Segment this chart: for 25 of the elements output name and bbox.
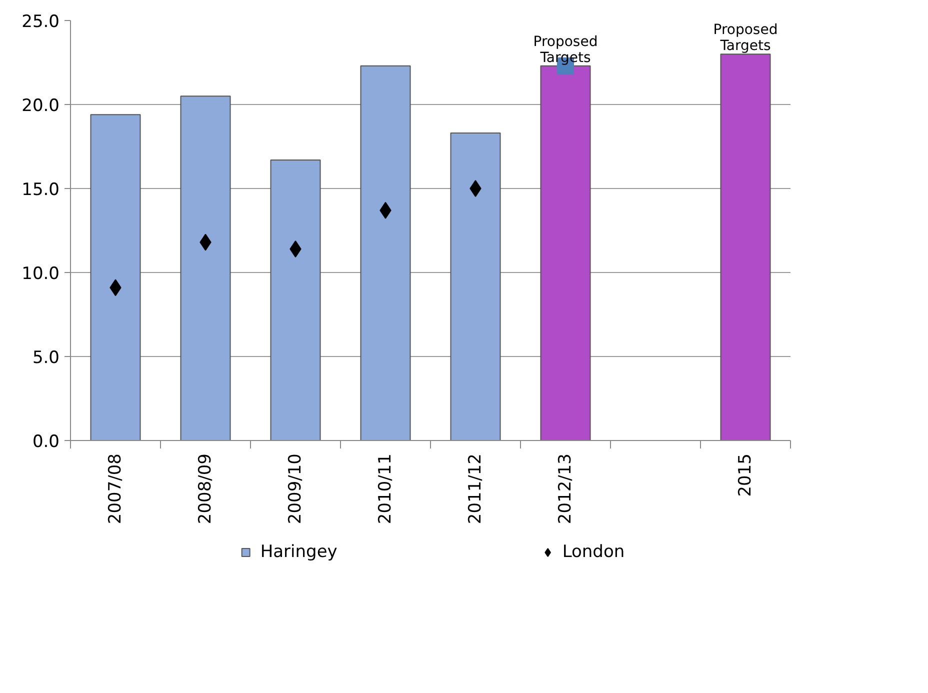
bar — [180, 96, 231, 440]
bar — [450, 132, 501, 440]
y-tick-label: 0.0 — [32, 432, 60, 452]
x-tick-label: 2009/10 — [286, 454, 306, 524]
y-tick-label: 15.0 — [22, 180, 60, 200]
legend-label: Haringey — [260, 542, 338, 562]
point — [470, 180, 482, 197]
bar — [540, 65, 591, 440]
bar — [90, 114, 141, 440]
bar — [360, 65, 411, 440]
x-tick-label: 2008/09 — [196, 454, 216, 524]
y-tick-label: 20.0 — [22, 96, 60, 116]
y-tick-label: 10.0 — [22, 264, 60, 284]
annotation: Proposed Targets — [713, 22, 778, 54]
x-tick-label: 2015 — [736, 454, 756, 497]
annotation: Proposed Targets — [533, 34, 598, 66]
x-tick-label: 2010/11 — [376, 454, 396, 524]
bar — [720, 54, 771, 440]
bar — [270, 159, 321, 440]
y-tick-label: 5.0 — [32, 348, 60, 368]
x-tick-label: 2011/12 — [466, 454, 486, 524]
legend-label: London — [562, 542, 625, 562]
x-tick-label: 2007/08 — [106, 454, 126, 524]
y-tick-label: 25.0 — [22, 12, 60, 32]
x-tick-label: 2012/13 — [556, 454, 576, 524]
